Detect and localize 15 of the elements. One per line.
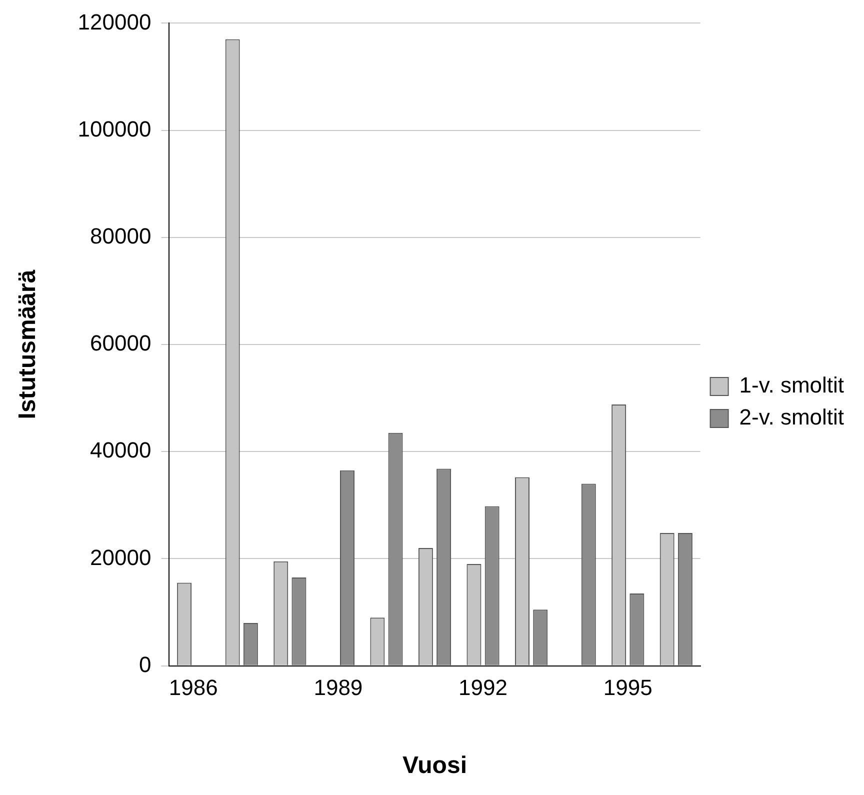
x-tick-label: 1995	[603, 675, 652, 700]
legend-label: 2-v. smoltit	[739, 404, 844, 430]
x-tick-label: 1992	[458, 675, 508, 700]
x-axis-title: Vuosi	[402, 752, 467, 780]
y-tick-label: 100000	[78, 116, 152, 142]
y-tick-label: 80000	[90, 223, 152, 248]
y-tick-label: 0	[138, 652, 152, 677]
y-tick-label: 20000	[90, 544, 152, 570]
x-tick-label: 1986	[168, 675, 218, 700]
x-tick-label: 1989	[314, 675, 363, 700]
y-tick-label: 60000	[90, 330, 152, 356]
y-axis-title: Istutusmäärä	[14, 269, 42, 420]
legend-label: 1-v. smoltit	[739, 372, 844, 398]
y-tick-label: 40000	[90, 438, 152, 463]
y-tick-label: 120000	[78, 9, 152, 34]
